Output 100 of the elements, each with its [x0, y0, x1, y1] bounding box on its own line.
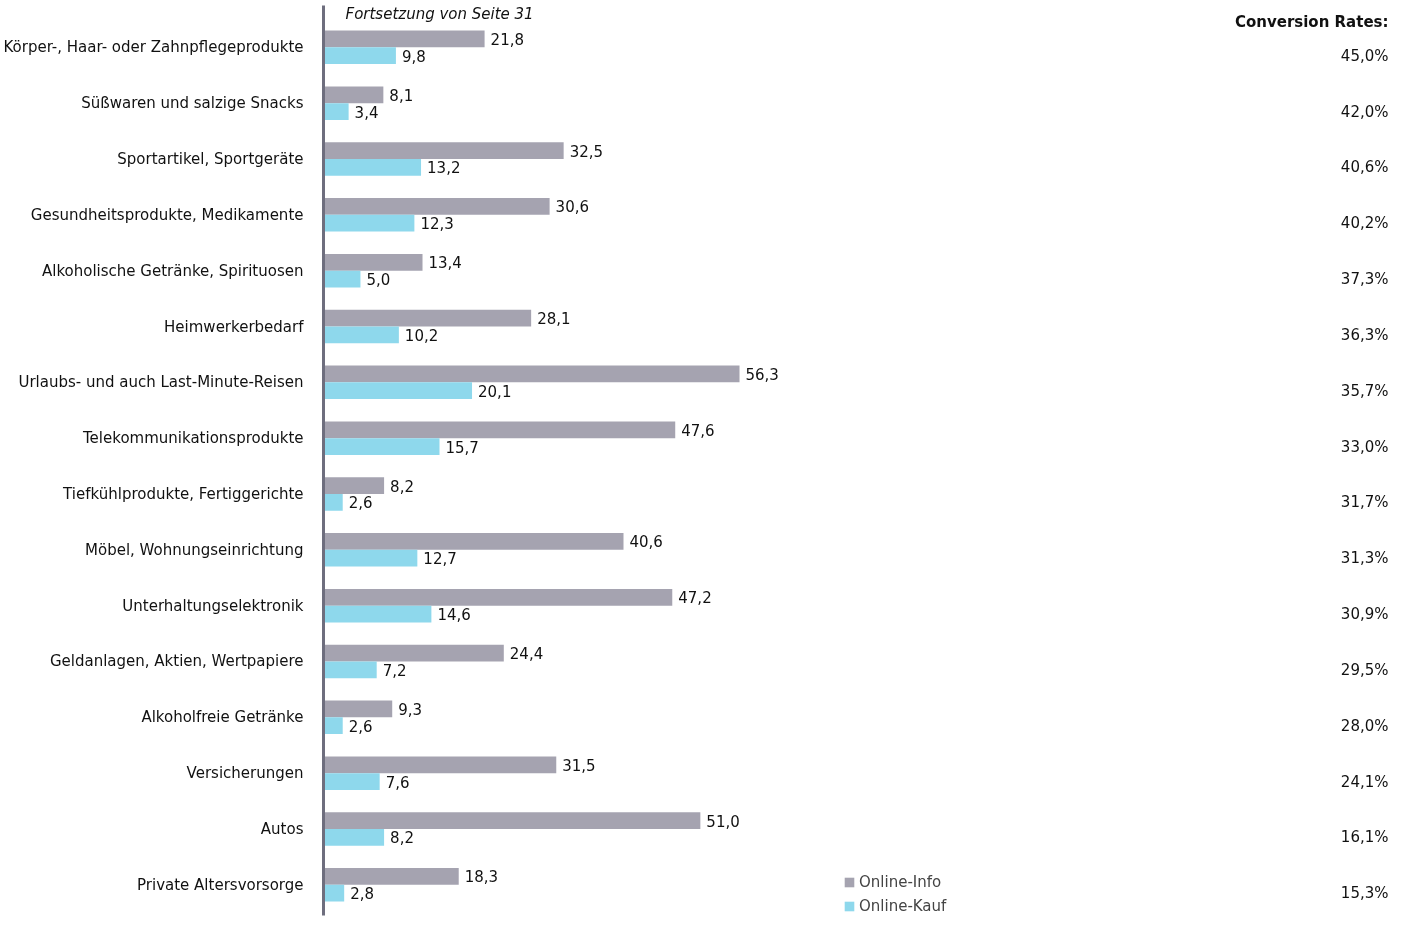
text: Conversion Rates:	[1234, 13, 1389, 32]
data-label: 12,3	[420, 215, 454, 234]
bar	[323, 828, 385, 846]
text: 31,7%	[1340, 493, 1389, 512]
y-tick-label: Urlaubs- und auch Last-Minute-Reisen	[18, 373, 304, 392]
bar	[323, 270, 361, 288]
text: 31,3%	[1340, 549, 1389, 568]
bar	[323, 700, 393, 718]
data-label: 21,8	[490, 31, 524, 49]
text: 35,7%	[1340, 381, 1389, 400]
bar	[323, 198, 550, 215]
data-label: 7,2	[382, 661, 407, 680]
data-label: 15,7	[445, 438, 479, 457]
data-label: 13,4	[428, 254, 462, 273]
text: 15,3%	[1340, 884, 1389, 903]
y-tick-label: Autos	[260, 819, 304, 838]
data-label: 51,0	[706, 812, 740, 831]
data-label: 31,5	[562, 756, 596, 775]
text: 33,0%	[1340, 437, 1389, 456]
bar	[323, 477, 385, 494]
bar	[323, 605, 432, 623]
data-label: 47,2	[678, 589, 712, 608]
bar	[323, 588, 673, 606]
text: 40,6%	[1340, 158, 1389, 177]
data-label: 2,6	[348, 494, 373, 513]
bar	[323, 533, 624, 550]
bar	[323, 86, 384, 104]
text: 37,3%	[1340, 270, 1389, 289]
data-label: 7,6	[385, 773, 410, 792]
data-label: 32,5	[569, 142, 604, 161]
data-label: 30,6	[555, 198, 590, 217]
y-tick-label: Körper-, Haar- oder Zahnpflegeprodukte	[3, 38, 304, 57]
text: 30,9%	[1340, 605, 1389, 624]
data-label: 13,2	[427, 159, 461, 178]
data-label: 56,3	[745, 365, 779, 384]
bar	[323, 382, 473, 400]
data-label: 9,3	[398, 700, 423, 719]
data-label: 20,1	[478, 382, 512, 401]
bar	[323, 884, 345, 902]
bar	[323, 661, 377, 679]
bar	[323, 253, 423, 271]
bar	[323, 30, 485, 48]
bar	[323, 421, 676, 439]
text: 28,0%	[1340, 716, 1389, 735]
y-tick-label: Private Altersvorsorge	[137, 875, 304, 894]
y-tick-label: Tiefkühlprodukte, Fertiggerichte	[62, 485, 304, 503]
bar	[323, 494, 343, 511]
bar	[323, 438, 440, 455]
data-label: 12,7	[423, 550, 457, 569]
text: 24,1%	[1340, 772, 1389, 791]
bar	[323, 214, 415, 232]
y-tick-label: Gesundheitsprodukte, Medikamente	[30, 205, 304, 224]
bar	[323, 142, 564, 160]
bar	[323, 47, 396, 65]
text: 29,5%	[1340, 660, 1389, 679]
bar	[323, 812, 701, 829]
y-tick-label: Heimwerkerbedarf	[164, 317, 305, 336]
y-tick-label: Geldanlagen, Aktien, Wertpapiere	[49, 652, 304, 671]
bar	[323, 644, 504, 662]
data-label: 24,4	[509, 645, 544, 664]
data-label: 10,2	[404, 326, 439, 345]
text: 42,0%	[1340, 102, 1389, 121]
bar	[323, 326, 399, 344]
text: 36,3%	[1340, 325, 1389, 344]
data-label: 8,2	[390, 829, 414, 848]
text: 16,1%	[1340, 828, 1389, 847]
data-label: 14,6	[437, 606, 471, 625]
data-label: 40,6	[629, 533, 663, 552]
y-tick-label: Versicherungen	[186, 764, 304, 783]
data-label: 28,1	[537, 310, 571, 329]
legend-label: Online-Info	[859, 873, 942, 891]
y-tick-label: Sportartikel, Sportgeräte	[117, 150, 304, 169]
legend-label: Online-Kauf	[859, 897, 947, 915]
y-tick-label: Süßwaren und salzige Snacks	[81, 94, 304, 113]
y-tick-label: Alkoholfreie Getränke	[141, 708, 304, 727]
y-tick-label: Unterhaltungselektronik	[122, 596, 304, 615]
bar	[323, 365, 740, 383]
bar	[323, 773, 380, 790]
bar	[323, 549, 418, 567]
y-tick-label: Möbel, Wohnungseinrichtung	[85, 540, 304, 559]
data-label: 47,6	[681, 421, 715, 440]
y-tick-label: Alkoholische Getränke, Spirituosen	[41, 261, 304, 280]
data-label: 2,6	[348, 717, 373, 736]
data-label: 3,4	[354, 103, 379, 122]
y-tick-label: Telekommunikationsprodukte	[82, 429, 304, 448]
text: 40,2%	[1340, 214, 1389, 233]
bar	[323, 103, 349, 120]
bar	[323, 868, 459, 885]
bar	[323, 309, 532, 327]
bar	[323, 756, 557, 774]
bar	[323, 159, 422, 176]
data-label: 5,0	[366, 271, 391, 290]
data-label: 18,3	[464, 868, 499, 887]
data-label: 9,8	[401, 47, 426, 66]
chart-subtitle: Fortsetzung von Seite 31	[345, 4, 534, 23]
text: 45,0%	[1340, 46, 1389, 65]
bar	[323, 717, 343, 735]
data-label: 8,2	[390, 477, 414, 496]
data-label: 2,8	[350, 885, 375, 904]
data-label: 8,1	[389, 86, 414, 105]
